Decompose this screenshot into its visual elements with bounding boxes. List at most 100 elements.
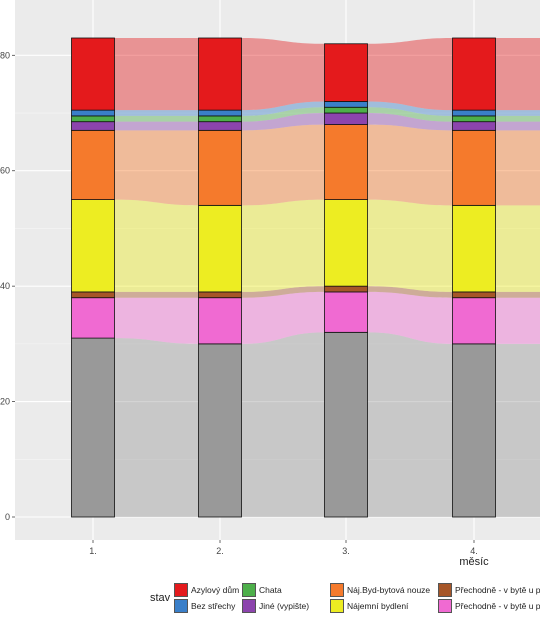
legend-swatch bbox=[242, 599, 256, 613]
flow-band bbox=[495, 110, 540, 116]
legend-label: Jiné (vypište) bbox=[259, 601, 310, 611]
bar-segment bbox=[324, 43, 368, 102]
bar-segment bbox=[71, 115, 115, 123]
flow-band bbox=[241, 291, 325, 344]
legend-label: Azylový dům bbox=[191, 585, 240, 595]
bar-segment bbox=[71, 291, 115, 299]
legend-label: Přechodně - v bytě u pí bbox=[455, 601, 540, 611]
bar-segment bbox=[198, 204, 242, 293]
flow-band bbox=[367, 124, 453, 206]
legend-item: Jiné (vypište) bbox=[242, 598, 309, 614]
x-tick-label: 3. bbox=[342, 546, 350, 556]
flow-band bbox=[114, 115, 199, 122]
legend-title: stav bbox=[150, 592, 171, 604]
bar-segment bbox=[324, 291, 368, 333]
flow-band bbox=[241, 124, 325, 206]
legend-swatch bbox=[174, 583, 188, 597]
flow-band bbox=[114, 130, 199, 206]
bar-segment bbox=[324, 285, 368, 293]
bar-segment bbox=[452, 129, 496, 206]
flow-band bbox=[495, 291, 540, 298]
legend-label: Nájemní bydlení bbox=[347, 601, 409, 611]
flow-band bbox=[367, 107, 453, 122]
legend-swatch bbox=[438, 599, 452, 613]
flow-band bbox=[241, 199, 325, 292]
bar-segment bbox=[452, 204, 496, 293]
flow-band bbox=[241, 332, 325, 517]
x-tick-label: 1. bbox=[89, 546, 97, 556]
legend-label: Chata bbox=[259, 585, 282, 595]
flow-band bbox=[367, 291, 453, 344]
flow-band bbox=[114, 38, 199, 111]
flow-band bbox=[367, 199, 453, 292]
legend-swatch bbox=[242, 583, 256, 597]
bar-segment bbox=[198, 343, 242, 518]
bar-segment bbox=[324, 199, 368, 287]
bar-segment bbox=[324, 124, 368, 200]
x-axis: 1. 2. 3. 4. bbox=[89, 540, 478, 556]
legend-swatch bbox=[330, 599, 344, 613]
bar-segment bbox=[71, 297, 115, 339]
stacked-bars bbox=[71, 37, 496, 518]
bar-segment bbox=[452, 37, 496, 111]
bar-segment bbox=[198, 109, 242, 117]
flow-band bbox=[367, 38, 453, 111]
bar-segment bbox=[452, 121, 496, 131]
legend-label: Přechodně - v bytě u pí bbox=[455, 585, 540, 595]
bar-segment bbox=[198, 115, 242, 123]
alluvial-chart: 0 20 40 60 80 1. 2. 3. 4. měsíc bbox=[0, 0, 540, 568]
flow-band bbox=[367, 113, 453, 131]
legend-swatch bbox=[330, 583, 344, 597]
y-tick-label: 80 bbox=[0, 50, 10, 60]
flow-band bbox=[495, 205, 540, 292]
x-axis-title: měsíc bbox=[459, 556, 489, 568]
bar-segment bbox=[324, 106, 368, 114]
bar-segment bbox=[324, 112, 368, 125]
bar-segment bbox=[452, 291, 496, 299]
bar-segment bbox=[452, 109, 496, 117]
bar-segment bbox=[71, 37, 115, 111]
bar-segment bbox=[198, 37, 242, 111]
flow-band bbox=[241, 38, 325, 111]
flow-band bbox=[241, 113, 325, 131]
bar-segment bbox=[452, 297, 496, 345]
legend-item: Přechodně - v bytě u pí bbox=[438, 582, 540, 598]
y-tick-label: 20 bbox=[0, 397, 10, 407]
flow-band bbox=[495, 121, 540, 131]
flow-band bbox=[495, 297, 540, 344]
bar-segment bbox=[198, 121, 242, 131]
flows bbox=[114, 37, 540, 518]
flow-band bbox=[495, 343, 540, 518]
legend-label: Bez střechy bbox=[191, 601, 236, 611]
flow-band bbox=[495, 37, 540, 111]
legend: stav Azylový dům Bez střechy Chata Jiné (vy… bbox=[150, 580, 540, 620]
flow-band bbox=[495, 115, 540, 122]
x-tick-label: 2. bbox=[216, 546, 224, 556]
flow-band bbox=[114, 199, 199, 292]
flow-band bbox=[367, 286, 453, 298]
flow-band bbox=[114, 110, 199, 116]
legend-item: Bez střechy bbox=[174, 598, 235, 614]
bar-segment bbox=[324, 331, 368, 518]
bar-segment bbox=[324, 101, 368, 108]
bar-segment bbox=[71, 129, 115, 200]
flow-band bbox=[241, 101, 325, 116]
flow-band bbox=[114, 121, 199, 131]
bar-segment bbox=[71, 337, 115, 518]
y-axis: 0 20 40 60 80 bbox=[0, 50, 15, 522]
flow-band bbox=[241, 107, 325, 122]
bar-segment bbox=[452, 115, 496, 123]
bar-segment bbox=[198, 297, 242, 345]
y-tick-label: 0 bbox=[5, 512, 10, 522]
flow-band bbox=[241, 286, 325, 298]
y-tick-label: 60 bbox=[0, 166, 10, 176]
flow-band bbox=[367, 101, 453, 116]
bar-segment bbox=[71, 109, 115, 117]
flow-band bbox=[114, 338, 199, 517]
flow-band bbox=[114, 291, 199, 298]
flow-band bbox=[495, 130, 540, 206]
legend-item: Azylový dům bbox=[174, 582, 239, 598]
x-tick-label: 4. bbox=[470, 546, 478, 556]
legend-swatch bbox=[438, 583, 452, 597]
legend-item: Chata bbox=[242, 582, 282, 598]
